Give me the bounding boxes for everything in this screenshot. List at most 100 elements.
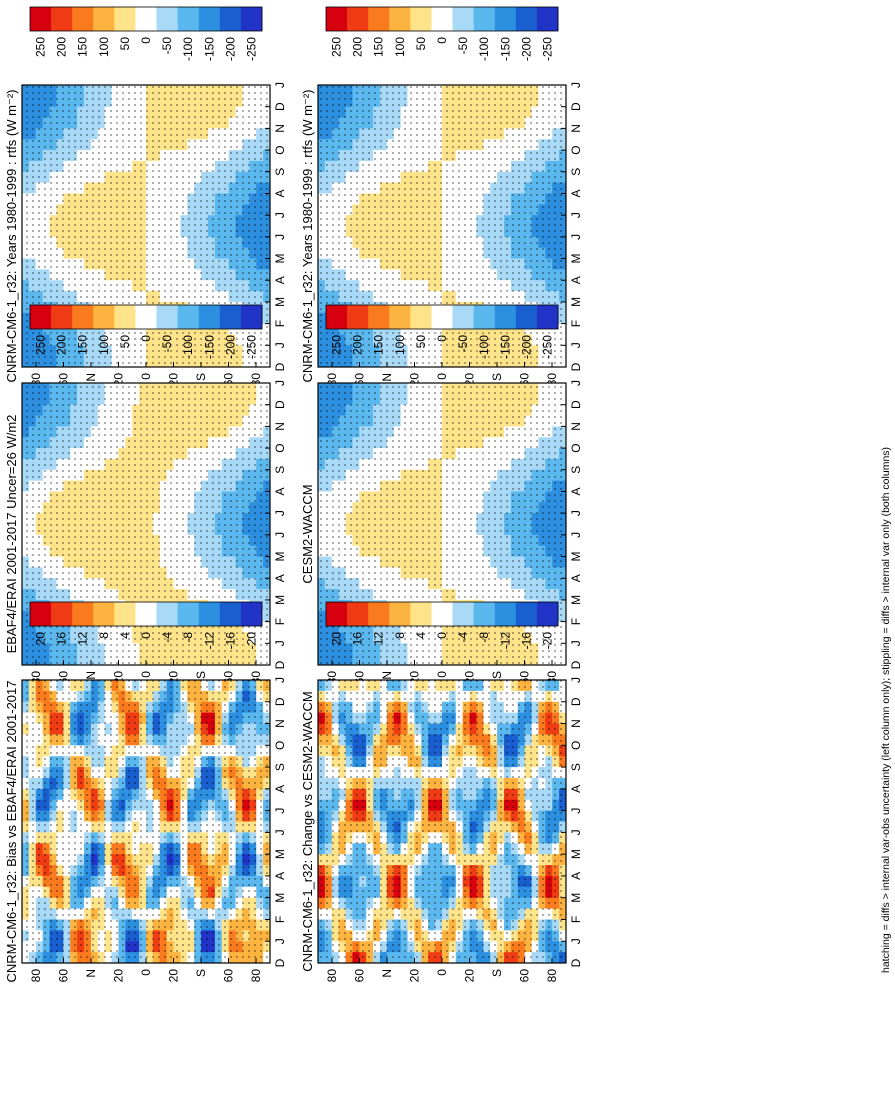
month-tick-label: J <box>569 640 583 646</box>
colorbar-frame <box>29 304 263 330</box>
lat-tick-label: N <box>380 373 394 382</box>
lat-tick-label: 80 <box>249 969 263 983</box>
month-tick-label: A <box>273 276 287 284</box>
panel-title: CNRM-CM6-1_r32: Years 1980-1999 : rtfs (… <box>300 90 315 383</box>
colorbar-label: -8 <box>181 632 195 643</box>
colorbar-frame <box>325 6 559 32</box>
colorbar: 250 200 150 100 50 0 -50 -100 -150 -200 -250 <box>29 304 263 359</box>
colorbar-swatch <box>326 7 348 31</box>
colorbar-label: -50 <box>160 37 174 55</box>
lat-tick-label: S <box>490 373 504 381</box>
colorbar-label: -12 <box>202 632 216 650</box>
colorbar-label: 100 <box>97 335 111 355</box>
month-tick-label: S <box>273 466 287 474</box>
month-tick-label: F <box>569 618 583 625</box>
colorbar-label: -150 <box>498 37 512 61</box>
month-tick-label: O <box>273 443 287 452</box>
month-tick-label: J <box>273 212 287 218</box>
colorbar-swatch <box>515 7 538 31</box>
colorbar-swatch <box>177 7 200 31</box>
colorbar: 250 200 150 100 50 0 -50 -100 -150 -200 -250 <box>29 6 263 61</box>
month-tick-label: J <box>273 677 287 683</box>
colorbar-swatch <box>219 7 242 31</box>
month-tick-label: A <box>569 574 583 582</box>
month-tick-label: D <box>569 660 583 669</box>
colorbar-swatch <box>347 7 369 31</box>
colorbar-swatch <box>156 7 179 31</box>
month-tick-label: J <box>273 829 287 835</box>
month-tick-label: J <box>273 938 287 944</box>
colorbar-swatch <box>72 7 94 31</box>
lat-tick-label: S <box>194 969 208 977</box>
colorbar-label: -250 <box>244 335 258 359</box>
colorbar-label: -150 <box>202 37 216 61</box>
colorbar-swatch <box>114 305 136 329</box>
colorbar-label: -200 <box>223 335 237 359</box>
colorbar-label: 100 <box>393 37 407 57</box>
colorbar: 20 16 12 8 4 0 -4 -8 -12 -16 -20 <box>29 601 263 650</box>
month-tick-label: A <box>569 189 583 197</box>
colorbar-label: 8 <box>97 632 111 639</box>
stippling-overlay <box>22 680 270 963</box>
lat-tick-label: 0 <box>139 671 153 678</box>
colorbar-label: -150 <box>202 335 216 359</box>
month-tick-label: A <box>273 189 287 197</box>
month-tick-label: M <box>569 595 583 605</box>
month-tick-label: J <box>273 380 287 386</box>
lat-tick-label: N <box>84 373 98 382</box>
colorbar-swatch <box>240 602 263 626</box>
colorbar-label: 200 <box>55 335 69 355</box>
month-tick-label: J <box>273 342 287 348</box>
lat-tick-label: 20 <box>112 969 126 983</box>
lat-tick-label: N <box>84 671 98 680</box>
colorbar-swatch <box>156 305 179 329</box>
colorbar-label: -200 <box>223 37 237 61</box>
colorbar-frame <box>29 6 263 32</box>
month-tick-label: O <box>569 145 583 154</box>
colorbar-swatch <box>135 305 157 329</box>
month-tick-label: A <box>273 487 287 495</box>
colorbar-swatch <box>93 7 115 31</box>
month-tick-label: M <box>273 595 287 605</box>
month-tick-label: J <box>273 510 287 516</box>
month-tick-label: N <box>569 124 583 133</box>
colorbar-label: 100 <box>97 37 111 57</box>
colorbar-label: 200 <box>351 37 365 57</box>
lat-tick-label: 0 <box>139 373 153 380</box>
lat-tick-label: N <box>84 969 98 978</box>
lat-tick-label: 60 <box>222 969 236 983</box>
month-tick-label: A <box>273 785 287 793</box>
month-tick-label: O <box>273 741 287 750</box>
colorbar-label: 0 <box>139 37 153 44</box>
month-tick-label: J <box>569 342 583 348</box>
colorbar-label: -200 <box>519 37 533 61</box>
colorbar-swatch <box>51 305 73 329</box>
month-tick-label: F <box>273 618 287 625</box>
colorbar: 250 200 150 100 50 0 -50 -100 -150 -200 -250 <box>325 6 559 61</box>
colorbar-label: 0 <box>139 632 153 639</box>
colorbar-swatch <box>198 602 221 626</box>
month-tick-label: J <box>569 532 583 538</box>
month-tick-label: J <box>273 234 287 240</box>
month-tick-label: F <box>273 320 287 327</box>
colorbar-label: -50 <box>160 335 174 353</box>
colorbar-label: -100 <box>477 37 491 61</box>
colorbar-swatch <box>30 305 52 329</box>
month-tick-label: D <box>273 958 287 967</box>
month-tick-label: J <box>273 532 287 538</box>
colorbar-swatch <box>51 602 73 626</box>
colorbar-label: 50 <box>118 37 132 51</box>
colorbar-label: -50 <box>456 37 470 55</box>
colorbar-swatch <box>30 602 52 626</box>
colorbar-label: 0 <box>435 37 449 44</box>
month-tick-label: N <box>273 422 287 431</box>
lat-tick-label: 0 <box>435 373 449 380</box>
month-tick-label: S <box>273 168 287 176</box>
colorbar-label: 150 <box>76 335 90 355</box>
colorbar-label: 200 <box>55 37 69 57</box>
colorbar-swatch <box>198 7 221 31</box>
month-tick-label: M <box>273 849 287 859</box>
colorbar-label: 50 <box>118 335 132 349</box>
